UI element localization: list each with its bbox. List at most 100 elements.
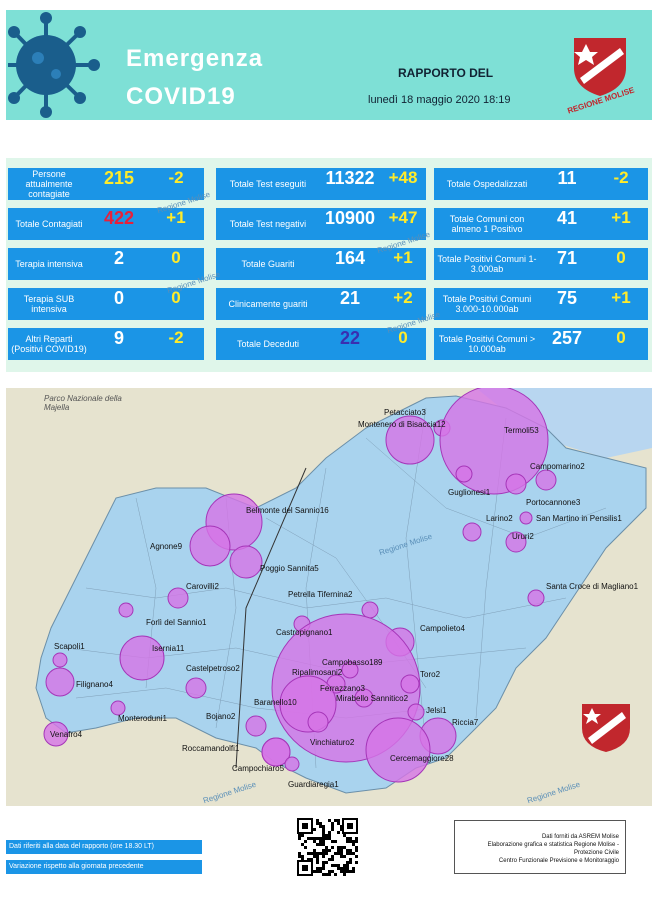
credits-box: Dati forniti da ASREM Molise Elaborazion…: [454, 820, 626, 874]
stat-value: 2: [113, 248, 124, 268]
credits-line-1: Dati forniti da ASREM Molise: [541, 834, 619, 840]
town-label: Filignano4: [76, 680, 113, 689]
town-label: Castelpetroso2: [186, 664, 240, 673]
town-label: Forlì del Sannio1: [146, 618, 207, 627]
stat-value: 215: [103, 168, 135, 188]
case-bubble: [361, 601, 379, 619]
town-label: Vinchiaturo2: [310, 738, 355, 747]
stat-label: Totale Contagiati: [15, 219, 83, 229]
town-label: Jelsi1: [426, 706, 447, 715]
regione-molise-logo-small: [582, 704, 630, 752]
case-bubble: [505, 531, 527, 553]
stat-delta: 0: [616, 328, 626, 347]
case-bubble: [455, 465, 473, 483]
stat-value: 11322: [325, 168, 375, 188]
case-bubble: [167, 587, 189, 609]
town-label: Bojano2: [206, 712, 236, 721]
stats-panel: Persone attualmente contagiate 215 -2 Total…: [6, 158, 652, 372]
case-bubble: [385, 415, 435, 465]
stat-value: 9: [113, 328, 124, 348]
stat-label: Totale Deceduti: [236, 339, 300, 349]
stat-box: Altri Reparti (Positivi COVID19) 9 -2: [8, 328, 204, 360]
stat-value: 71: [556, 248, 578, 268]
park-label: Parco Nazionale della Majella: [44, 394, 122, 412]
report-date: lunedì 18 maggio 2020 18:19: [368, 94, 511, 106]
case-bubble: [284, 756, 300, 772]
town-label: Isernia11: [152, 644, 185, 653]
stat-label: Clinicamente guariti: [228, 299, 308, 309]
stat-value: 0: [113, 288, 124, 308]
stat-value: 21: [339, 288, 361, 308]
case-bubble: [52, 652, 68, 668]
case-bubble: [407, 703, 425, 721]
stat-label: Totale Test eseguiti: [229, 179, 307, 189]
stat-delta: +1: [611, 208, 631, 227]
town-label: Larino2: [486, 514, 513, 523]
stat-delta: +1: [166, 208, 186, 227]
case-bubble: [519, 511, 533, 525]
stat-label: Totale Positivi Comuni > 10.000ab: [438, 334, 536, 354]
case-bubble: [229, 545, 263, 579]
stat-value: 75: [556, 288, 578, 308]
title-line-2: COVID19: [126, 83, 236, 110]
case-bubble: [400, 674, 420, 694]
stat-value: 164: [334, 248, 366, 268]
stat-delta: 0: [616, 248, 626, 267]
town-label: Toro2: [420, 670, 441, 679]
map-canvas: [6, 388, 652, 806]
stat-delta: -2: [613, 168, 629, 187]
town-label: Campochiaro5: [232, 764, 285, 773]
town-label: Ururi2: [512, 532, 534, 541]
town-label: Roccamandolfi1: [182, 744, 240, 753]
case-bubble: [462, 522, 482, 542]
case-bubble: [535, 469, 557, 491]
stat-value: 22: [339, 328, 361, 348]
coronavirus-icon: [8, 12, 100, 118]
case-bubble: [43, 721, 69, 747]
case-bubble: [439, 388, 549, 495]
case-bubble: [110, 700, 126, 716]
town-label: Carovilli2: [186, 582, 219, 591]
regione-molise-logo: [574, 38, 626, 96]
town-label: Termoli53: [504, 426, 539, 435]
stat-box: Totale Positivi Comuni 1-3.000ab 71 0: [434, 248, 648, 280]
town-label: Castropignano1: [276, 628, 333, 637]
case-bubble: [354, 688, 374, 708]
town-label: San Martino in Pensilis1: [536, 514, 622, 523]
town-label: Campomarino2: [530, 462, 585, 471]
stat-value: 10900: [324, 208, 376, 228]
town-label: Guardiaregia1: [288, 780, 339, 789]
town-label: Venafro4: [50, 730, 83, 739]
stat-delta: +2: [393, 288, 413, 307]
stat-label: Persone attualmente contagiate: [25, 169, 73, 199]
stat-delta: +47: [388, 208, 418, 227]
town-label: Santa Croce di Magliano1: [546, 582, 639, 591]
stat-value: 11: [557, 168, 577, 188]
page-title: Emergenza COVID19: [126, 40, 263, 116]
stat-value: 257: [551, 328, 583, 348]
town-label: Guglionesi1: [448, 488, 491, 497]
stat-delta: +1: [393, 248, 413, 267]
town-label: Scapoli1: [54, 642, 85, 651]
credits-line-2: Elaborazione grafica e statistica Region…: [487, 842, 619, 856]
stat-label: Totale Positivi Comuni 1-3.000ab: [437, 254, 537, 274]
town-label: Portocannone3: [526, 498, 581, 507]
case-bubble: [185, 677, 207, 699]
town-label: Petrella Tifernina2: [288, 590, 353, 599]
stat-delta: 0: [171, 248, 181, 267]
town-label: Poggio Sannita5: [260, 564, 319, 573]
stat-label: Altri Reparti (Positivi COVID19): [11, 334, 87, 354]
stat-box: Totale Test negativi 10900 +47: [216, 208, 426, 240]
case-bubble: [189, 525, 231, 567]
stat-box: Totale Positivi Comuni > 10.000ab 257 0: [434, 328, 648, 360]
stat-value: 422: [103, 208, 135, 228]
town-label: Mirabello Sannitico2: [336, 694, 409, 703]
case-bubble: [45, 667, 75, 697]
stat-label: Totale Guariti: [241, 259, 295, 269]
stat-delta: -2: [168, 328, 184, 347]
legend-variation: Variazione rispetto alla giornata preced…: [6, 860, 202, 874]
stat-label: Totale Comuni con almeno 1 Positivo: [449, 214, 525, 234]
case-bubble: [119, 635, 165, 681]
title-line-1: Emergenza: [126, 45, 264, 72]
case-bubble: [341, 661, 359, 679]
